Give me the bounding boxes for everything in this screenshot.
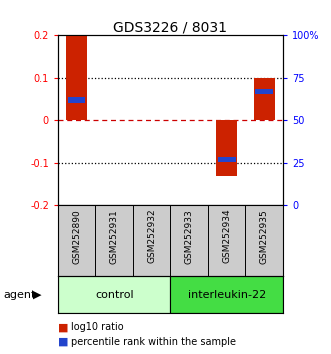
Text: ■: ■: [58, 337, 69, 347]
Text: GSM252931: GSM252931: [110, 209, 119, 264]
Text: interleukin-22: interleukin-22: [188, 290, 266, 300]
Text: percentile rank within the sample: percentile rank within the sample: [71, 337, 236, 347]
Text: ■: ■: [58, 322, 69, 332]
Title: GDS3226 / 8031: GDS3226 / 8031: [114, 20, 227, 34]
Bar: [66, 35, 87, 120]
Text: GSM252934: GSM252934: [222, 209, 231, 263]
Bar: [170, 276, 283, 313]
Text: control: control: [95, 290, 133, 300]
Text: log10 ratio: log10 ratio: [71, 322, 124, 332]
Bar: [58, 276, 170, 313]
Bar: [218, 157, 235, 162]
Bar: [68, 97, 85, 103]
Bar: [216, 120, 237, 176]
Text: GSM252890: GSM252890: [72, 209, 81, 264]
Bar: [256, 89, 273, 94]
Text: GSM252932: GSM252932: [147, 209, 156, 263]
Text: GSM252935: GSM252935: [260, 209, 269, 264]
Bar: [254, 78, 274, 120]
Text: agent: agent: [3, 290, 36, 300]
Text: ▶: ▶: [33, 290, 42, 300]
Text: GSM252933: GSM252933: [185, 209, 194, 264]
